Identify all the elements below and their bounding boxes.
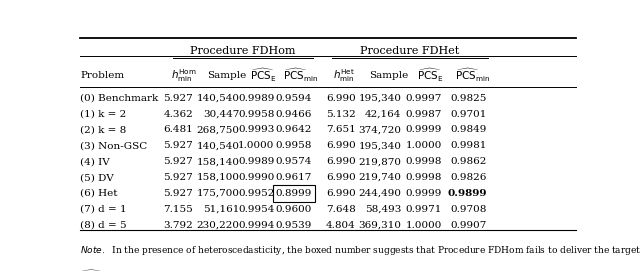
Text: 0.9701: 0.9701 [451, 109, 486, 119]
Text: (7) d = 1: (7) d = 1 [80, 205, 127, 214]
Text: 195,340: 195,340 [358, 141, 401, 150]
Text: $\widehat{\mathrm{PCS}}_{\mathrm{min}}$: $\widehat{\mathrm{PCS}}_{\mathrm{min}}$ [283, 67, 318, 84]
Text: 0.9958: 0.9958 [276, 141, 312, 150]
Text: $h_{\min}^{\rm Het}$: $h_{\min}^{\rm Het}$ [333, 67, 355, 84]
Text: $\widehat{\mathrm{PCS}}_{\mathrm{E}}$: $\widehat{\mathrm{PCS}}_{\mathrm{E}}$ [250, 67, 276, 84]
Text: Procedure FDHom: Procedure FDHom [191, 46, 296, 56]
Text: 0.9574: 0.9574 [276, 157, 312, 166]
Text: 7.648: 7.648 [326, 205, 356, 214]
Text: 0.9987: 0.9987 [406, 109, 442, 119]
Text: $\widehat{\mathrm{PCS}}_{\mathrm{E}}$: $\widehat{\mathrm{PCS}}_{\mathrm{E}}$ [417, 67, 444, 84]
Text: 0.9999: 0.9999 [406, 125, 442, 134]
Text: 6.990: 6.990 [326, 94, 356, 103]
Text: 0.9952: 0.9952 [238, 189, 275, 198]
Text: 0.9466: 0.9466 [276, 109, 312, 119]
Text: 7.155: 7.155 [163, 205, 193, 214]
Text: 230,220: 230,220 [196, 221, 240, 230]
Text: (4) IV: (4) IV [80, 157, 109, 166]
Text: 6.990: 6.990 [326, 141, 356, 150]
Text: 195,340: 195,340 [358, 94, 401, 103]
Text: (3) Non-GSC: (3) Non-GSC [80, 141, 147, 150]
Text: 6.481: 6.481 [163, 125, 193, 134]
Text: 158,140: 158,140 [196, 157, 240, 166]
Text: Problem: Problem [80, 71, 124, 80]
Text: $\it{Note.}$  In the presence of heteroscedasticity, the boxed number suggests t: $\it{Note.}$ In the presence of heterosc… [80, 244, 640, 257]
Text: 158,100: 158,100 [196, 173, 240, 182]
Text: 0.9642: 0.9642 [276, 125, 312, 134]
Text: 5.927: 5.927 [163, 173, 193, 182]
Text: $h_{\min}^{\rm Hom}$: $h_{\min}^{\rm Hom}$ [171, 67, 196, 84]
Text: 0.9989: 0.9989 [238, 157, 275, 166]
Text: 0.9708: 0.9708 [451, 205, 486, 214]
Text: 0.9990: 0.9990 [238, 173, 275, 182]
Text: 0.9993: 0.9993 [238, 125, 275, 134]
Text: 0.9998: 0.9998 [406, 173, 442, 182]
Text: 1.0000: 1.0000 [406, 141, 442, 150]
Text: 244,490: 244,490 [358, 189, 401, 198]
Text: 0.9539: 0.9539 [276, 221, 312, 230]
Text: 51,161: 51,161 [204, 205, 240, 214]
Text: 0.9954: 0.9954 [238, 205, 275, 214]
Text: 0.9600: 0.9600 [276, 205, 312, 214]
Text: 0.9594: 0.9594 [276, 94, 312, 103]
Text: 5.927: 5.927 [163, 94, 193, 103]
Text: 140,540: 140,540 [196, 94, 240, 103]
Text: 1.0000: 1.0000 [238, 141, 275, 150]
Text: 219,740: 219,740 [358, 173, 401, 182]
Text: 0.9999: 0.9999 [406, 189, 442, 198]
Text: $\widehat{\mathrm{PCS}}_{\mathrm{min}}$, whereas the bold number suggests that P: $\widehat{\mathrm{PCS}}_{\mathrm{min}}$,… [80, 268, 467, 271]
Bar [273, 185, 315, 202]
Text: 0.9907: 0.9907 [451, 221, 486, 230]
Text: 42,164: 42,164 [365, 109, 401, 119]
Text: 369,310: 369,310 [358, 221, 401, 230]
Text: 58,493: 58,493 [365, 205, 401, 214]
Text: 4.362: 4.362 [163, 109, 193, 119]
Text: 7.651: 7.651 [326, 125, 356, 134]
Text: 0.9998: 0.9998 [406, 157, 442, 166]
Text: (6) Het: (6) Het [80, 189, 118, 198]
Text: 1.0000: 1.0000 [406, 221, 442, 230]
Text: 4.804: 4.804 [326, 221, 356, 230]
Text: 5.132: 5.132 [326, 109, 356, 119]
Text: 374,720: 374,720 [358, 125, 401, 134]
Text: 0.9981: 0.9981 [451, 141, 486, 150]
Text: 5.927: 5.927 [163, 189, 193, 198]
Text: 0.9825: 0.9825 [451, 94, 486, 103]
Text: 6.990: 6.990 [326, 189, 356, 198]
Text: 5.927: 5.927 [163, 157, 193, 166]
Text: 0.9997: 0.9997 [406, 94, 442, 103]
Text: 0.9989: 0.9989 [238, 94, 275, 103]
Text: 5.927: 5.927 [163, 141, 193, 150]
Text: 0.9862: 0.9862 [451, 157, 486, 166]
Text: 0.8999: 0.8999 [276, 189, 312, 198]
Text: 268,750: 268,750 [196, 125, 240, 134]
Text: 0.9994: 0.9994 [238, 221, 275, 230]
Text: Sample: Sample [369, 71, 408, 80]
Text: (5) DV: (5) DV [80, 173, 114, 182]
Text: 30,447: 30,447 [204, 109, 240, 119]
Text: (8) d = 5: (8) d = 5 [80, 221, 127, 230]
Text: 0.9826: 0.9826 [451, 173, 486, 182]
Text: 3.792: 3.792 [163, 221, 193, 230]
Text: $\widehat{\mathrm{PCS}}_{\mathrm{min}}$: $\widehat{\mathrm{PCS}}_{\mathrm{min}}$ [455, 67, 490, 84]
Text: 0.9899: 0.9899 [447, 189, 486, 198]
Text: (1) k = 2: (1) k = 2 [80, 109, 126, 119]
Text: 219,870: 219,870 [358, 157, 401, 166]
Text: 0.9958: 0.9958 [238, 109, 275, 119]
Text: Sample: Sample [207, 71, 246, 80]
Text: (2) k = 8: (2) k = 8 [80, 125, 126, 134]
Text: 0.9849: 0.9849 [451, 125, 486, 134]
Text: 0.9617: 0.9617 [276, 173, 312, 182]
Text: 6.990: 6.990 [326, 173, 356, 182]
Text: 175,700: 175,700 [196, 189, 240, 198]
Text: 6.990: 6.990 [326, 157, 356, 166]
Text: Procedure FDHet: Procedure FDHet [360, 46, 460, 56]
Text: 0.9971: 0.9971 [406, 205, 442, 214]
Text: 140,540: 140,540 [196, 141, 240, 150]
Text: (0) Benchmark: (0) Benchmark [80, 94, 158, 103]
